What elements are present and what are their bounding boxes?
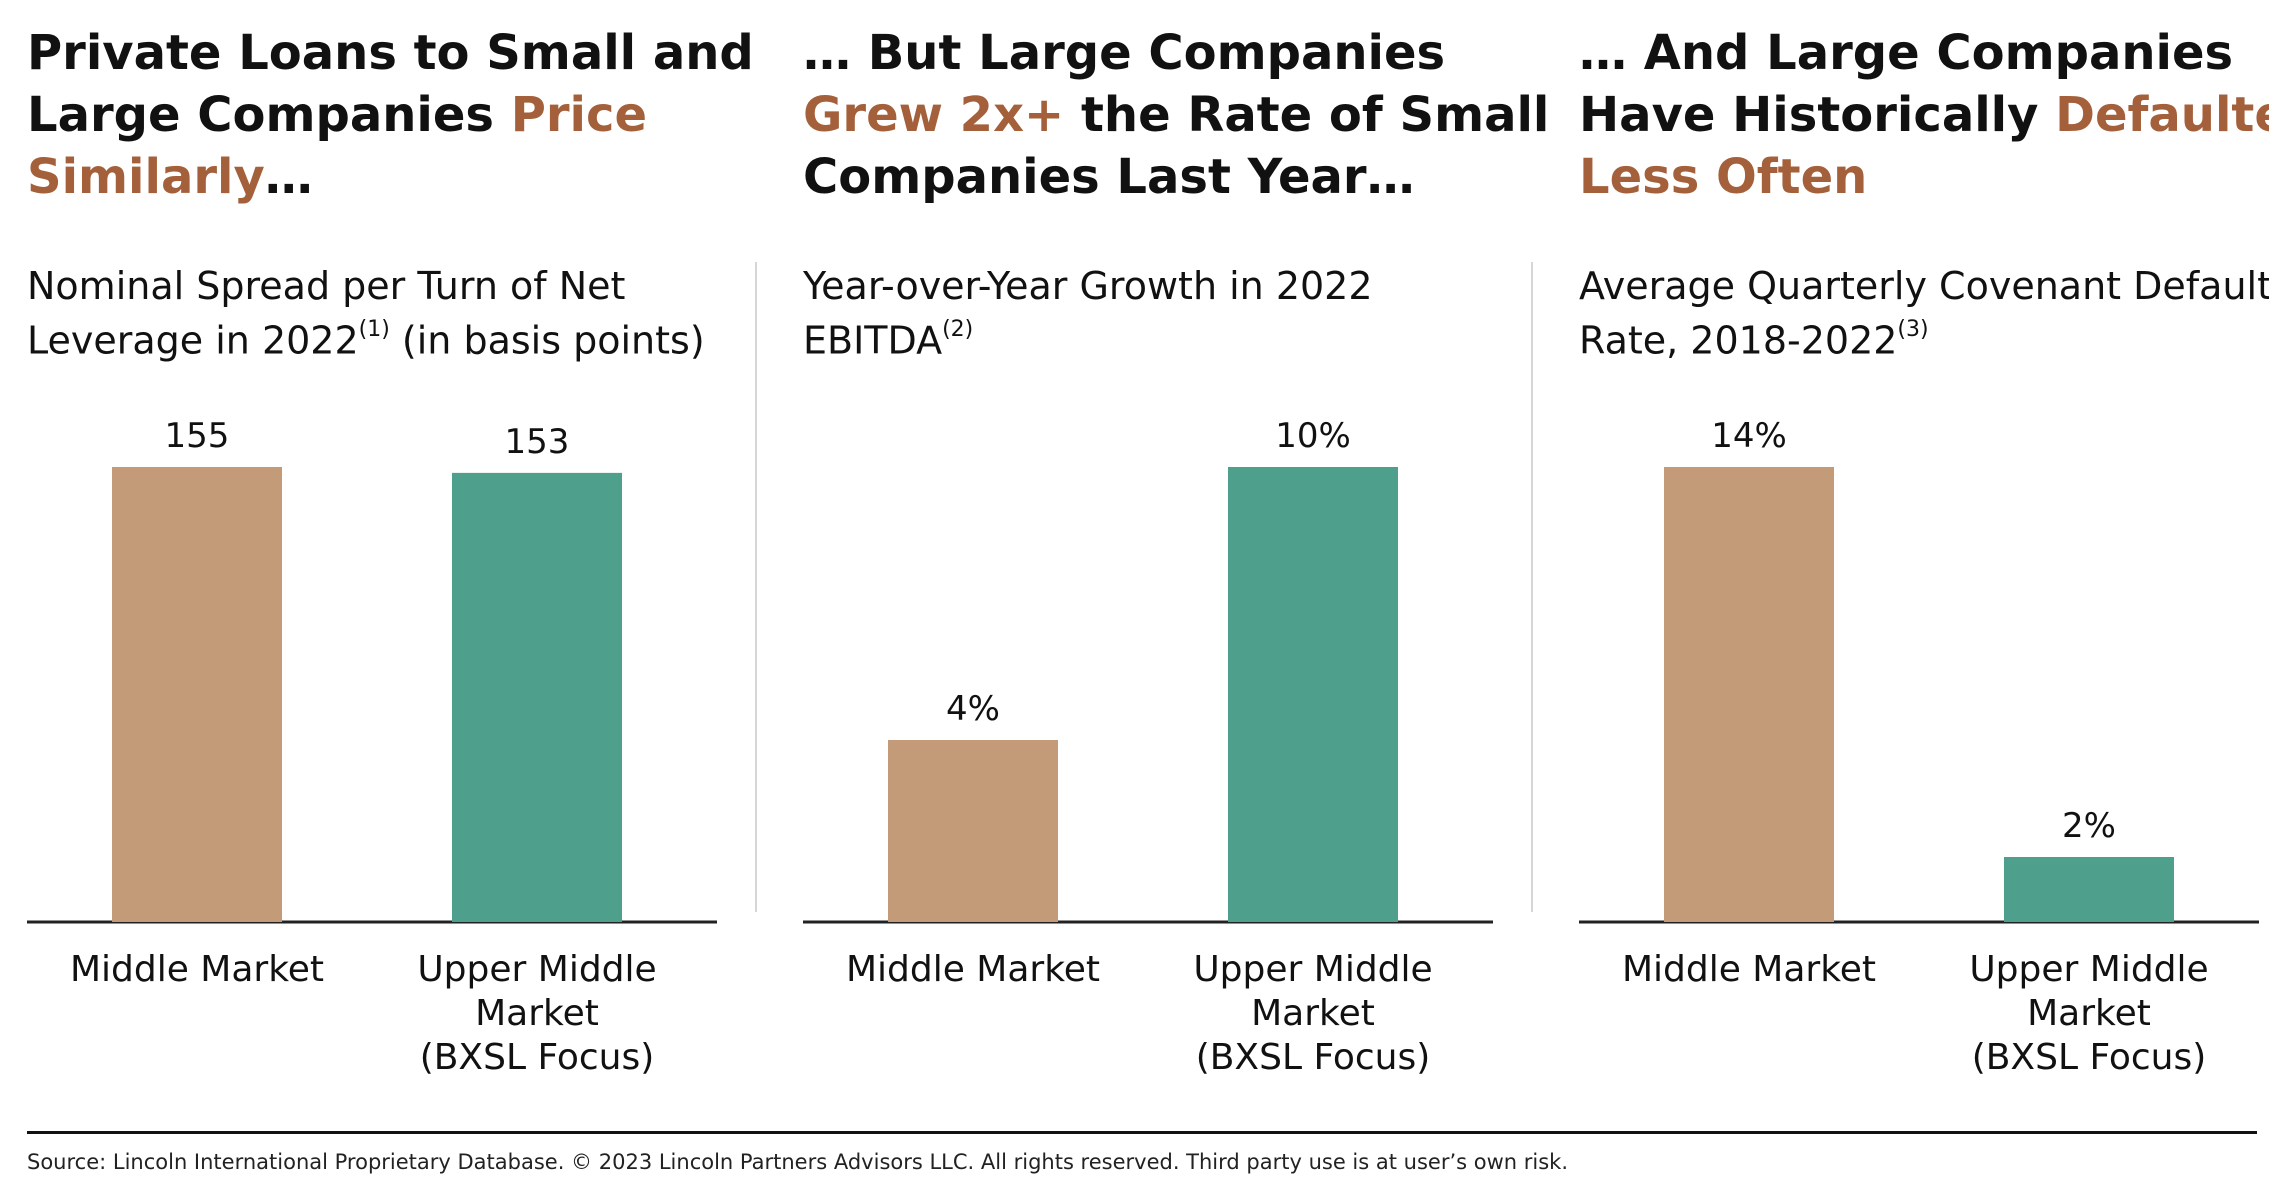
headline-line: the Rate of Small [1064,87,1550,143]
footer-rule [27,1131,2257,1134]
bar-chart-spread: 155 Middle Market 153 Upper MiddleMarket(BX… [27,416,717,1078]
footnote-ref: (1) [358,317,390,342]
category-label: Upper Middle [1193,949,1432,990]
category-label: Middle Market [846,949,1100,990]
headline-spread: Private Loans to Small and Large Compani… [27,22,754,208]
headline-accent: Grew 2x+ [803,87,1065,143]
headline-line: Companies Last Year… [803,149,1415,205]
chart-subtitle: Nominal Spread per Turn of Net Leverage … [27,262,705,365]
bar-middle-market [888,740,1058,922]
subtitle-line: Leverage in 2022 [27,318,359,363]
headline-line: Have Historically [1579,87,2056,143]
subtitle-line: Nominal Spread per Turn of Net [27,264,626,308]
bar-chart-growth: 4% Middle Market 10% Upper MiddleMarket(BXS… [803,416,1493,1078]
divider [755,262,757,912]
panel-growth: … But Large Companies Grew 2x+ the Rate … [803,0,1549,1100]
category-label: Market [2027,993,2151,1034]
data-label: 4% [946,689,1000,729]
category-label: Upper Middle [1969,949,2208,990]
category-label: (BXSL Focus) [1196,1037,1431,1078]
headline-line: … [264,149,313,205]
subtitle-line: Year-over-Year Growth in 2022 [803,264,1373,308]
bar-upper-middle-market [1228,467,1398,922]
category-label: Middle Market [1622,949,1876,990]
bar-middle-market [112,467,282,922]
footnote-ref: (2) [942,317,974,342]
data-label: 153 [505,422,570,462]
category-label: Middle Market [70,949,324,990]
subtitle-line: Rate, 2018-2022 [1579,318,1898,363]
headline-line: Private Loans to Small and [27,25,754,81]
headline-accent: Price [510,87,648,143]
subtitle-line: EBITDA [803,318,943,363]
headline-line: Large Companies [27,87,511,143]
divider [1531,262,1533,912]
data-label: 10% [1275,416,1351,456]
category-label: Market [1251,993,1375,1034]
chart-subtitle: Average Quarterly Covenant Default Rate,… [1579,262,2269,365]
headline-accent: Defaulted [2055,87,2269,143]
headline-default-rate: … And Large Companies Have Historically … [1579,22,2269,208]
headline-line: … And Large Companies [1579,25,2234,81]
bar-middle-market [1664,467,1834,922]
source-footnote: Source: Lincoln International Proprietar… [27,1150,1569,1174]
headline-accent: Less Often [1579,149,1868,205]
bar-upper-middle-market [2004,857,2174,922]
footnote-ref: (3) [1897,317,1929,342]
category-label: Market [475,993,599,1034]
headline-growth: … But Large Companies Grew 2x+ the Rate … [803,22,1549,208]
panel-spread: Private Loans to Small and Large Compani… [27,0,754,1100]
subtitle-line: Average Quarterly Covenant Default [1579,264,2269,308]
headline-accent: Similarly [27,149,265,205]
panel-default-rate: … And Large Companies Have Historically … [1579,0,2269,1100]
category-label: Upper Middle [417,949,656,990]
data-label: 155 [165,416,230,456]
category-label: (BXSL Focus) [1972,1037,2207,1078]
subtitle-line: (in basis points) [389,318,705,363]
data-label: 2% [2062,806,2116,846]
chart-subtitle: Year-over-Year Growth in 2022 EBITDA(2) [803,262,1373,365]
bar-upper-middle-market [452,472,622,922]
bar-chart-default-rate: 14% Middle Market 2% Upper MiddleMarket(BXS… [1579,416,2259,1078]
data-label: 14% [1711,416,1787,456]
headline-line: … But Large Companies [803,25,1446,81]
category-label: (BXSL Focus) [420,1037,655,1078]
